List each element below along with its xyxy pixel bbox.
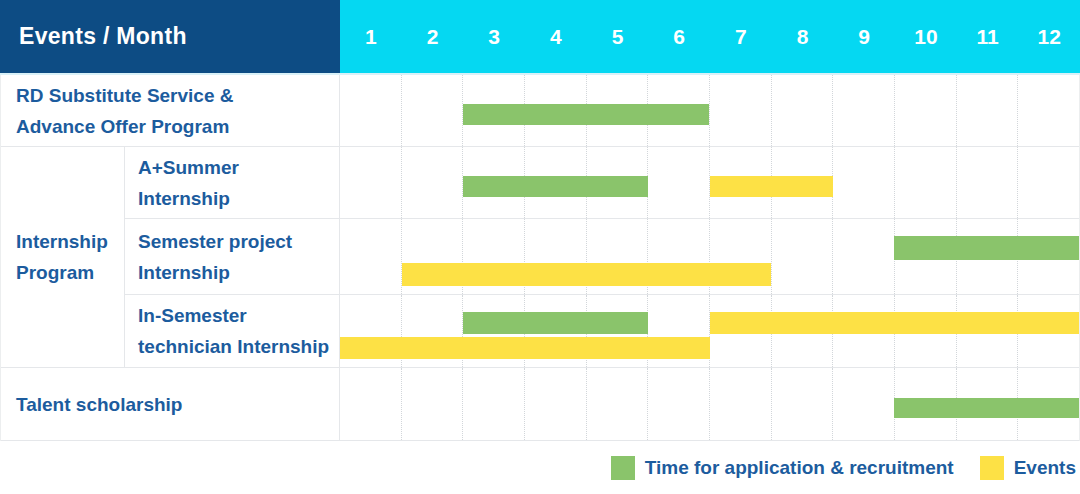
- application-recruitment-bar: [463, 104, 709, 125]
- month-grid-cell: [832, 147, 894, 218]
- month-grid-cell: [340, 368, 401, 440]
- row-label-line: technician Internship: [138, 331, 339, 362]
- month-grid-cell: [771, 368, 833, 440]
- group-label-line: Internship: [16, 226, 124, 257]
- schedule-row: Talent scholarship: [1, 368, 1079, 441]
- month-grid-cell: [586, 368, 648, 440]
- month-grid-cell: [1017, 147, 1079, 218]
- gantt-schedule: Events / Month 123456789101112 RD Substi…: [0, 0, 1080, 494]
- application-recruitment-bar: [463, 176, 648, 197]
- month-header-10: 10: [895, 0, 957, 73]
- row-label-line: Internship: [138, 257, 339, 288]
- month-grid-cell: [340, 219, 401, 294]
- row-label: Talent scholarship: [1, 368, 340, 440]
- month-grid-cell: [1017, 75, 1079, 146]
- months-header: 123456789101112: [340, 0, 1080, 73]
- month-header-2: 2: [402, 0, 464, 73]
- month-grid-cell: [401, 368, 463, 440]
- table-header: Events / Month 123456789101112: [0, 0, 1080, 75]
- green-swatch-icon: [611, 456, 635, 480]
- month-grid-cell: [956, 147, 1018, 218]
- events-month-header-cell: Events / Month: [0, 0, 340, 73]
- month-grid-cell: [832, 368, 894, 440]
- month-grid-cell: [894, 75, 956, 146]
- group-rows: A+SummerInternshipSemester projectIntern…: [125, 147, 1079, 367]
- month-header-1: 1: [340, 0, 402, 73]
- application-recruitment-bar: [894, 398, 1079, 419]
- row-label-line: Semester project: [138, 226, 339, 257]
- schedule-row: In-Semestertechnician Internship: [125, 295, 1079, 367]
- events-bar: [710, 312, 1080, 334]
- month-grid-cell: [401, 147, 463, 218]
- row-label: Semester projectInternship: [125, 219, 340, 294]
- group-label: InternshipProgram: [1, 147, 125, 367]
- schedule-row: Semester projectInternship: [125, 219, 1079, 295]
- row-label-line: Internship: [138, 183, 339, 214]
- month-header-4: 4: [525, 0, 587, 73]
- timeline-cell: [340, 147, 1079, 218]
- month-grid-cell: [709, 75, 771, 146]
- month-header-6: 6: [648, 0, 710, 73]
- month-header-11: 11: [957, 0, 1019, 73]
- row-label: In-Semestertechnician Internship: [125, 295, 340, 367]
- table-body: RD Substitute Service &Advance Offer Pro…: [0, 75, 1080, 441]
- timeline-cell: [340, 295, 1079, 367]
- month-grid-cell: [340, 75, 401, 146]
- month-grid-cell: [340, 147, 401, 218]
- row-label-line: Talent scholarship: [16, 389, 339, 420]
- month-grid-cell: [832, 219, 894, 294]
- month-grid-cell: [647, 368, 709, 440]
- month-grid-cell: [771, 75, 833, 146]
- legend-item-yellow: Events: [980, 456, 1076, 480]
- row-label-line: In-Semester: [138, 300, 339, 331]
- events-bar: [710, 176, 833, 197]
- month-header-8: 8: [772, 0, 834, 73]
- month-header-9: 9: [833, 0, 895, 73]
- month-grid-cell: [956, 75, 1018, 146]
- group-label-line: Program: [16, 257, 124, 288]
- row-label-line: Advance Offer Program: [16, 111, 339, 142]
- month-header-12: 12: [1018, 0, 1080, 73]
- legend: Time for application & recruitment Events: [0, 441, 1080, 494]
- row-label-line: A+Summer: [138, 152, 339, 183]
- timeline-cell: [340, 75, 1079, 146]
- schedule-row: A+SummerInternship: [125, 147, 1079, 219]
- legend-label: Time for application & recruitment: [645, 457, 954, 479]
- row-label-line: RD Substitute Service &: [16, 80, 339, 111]
- month-grid-cell: [709, 368, 771, 440]
- application-recruitment-bar: [894, 236, 1079, 259]
- month-header-3: 3: [463, 0, 525, 73]
- timeline-cell: [340, 368, 1079, 440]
- month-header-7: 7: [710, 0, 772, 73]
- timeline-cell: [340, 219, 1079, 294]
- month-grid-cell: [524, 368, 586, 440]
- month-grid-cell: [894, 147, 956, 218]
- month-grid-cell: [401, 75, 463, 146]
- row-label: A+SummerInternship: [125, 147, 340, 218]
- legend-item-green: Time for application & recruitment: [611, 456, 954, 480]
- events-bar: [340, 337, 710, 359]
- schedule-row: RD Substitute Service &Advance Offer Pro…: [1, 75, 1079, 147]
- events-bar: [402, 263, 772, 286]
- yellow-swatch-icon: [980, 456, 1004, 480]
- month-header-5: 5: [587, 0, 649, 73]
- internship-program-group: InternshipProgramA+SummerInternshipSemes…: [1, 147, 1079, 368]
- month-grid-cell: [771, 219, 833, 294]
- month-grid-cell: [832, 75, 894, 146]
- row-label: RD Substitute Service &Advance Offer Pro…: [1, 75, 340, 146]
- month-grid-cell: [647, 147, 709, 218]
- application-recruitment-bar: [463, 312, 648, 334]
- month-grid-cell: [462, 368, 524, 440]
- legend-label: Events: [1014, 457, 1076, 479]
